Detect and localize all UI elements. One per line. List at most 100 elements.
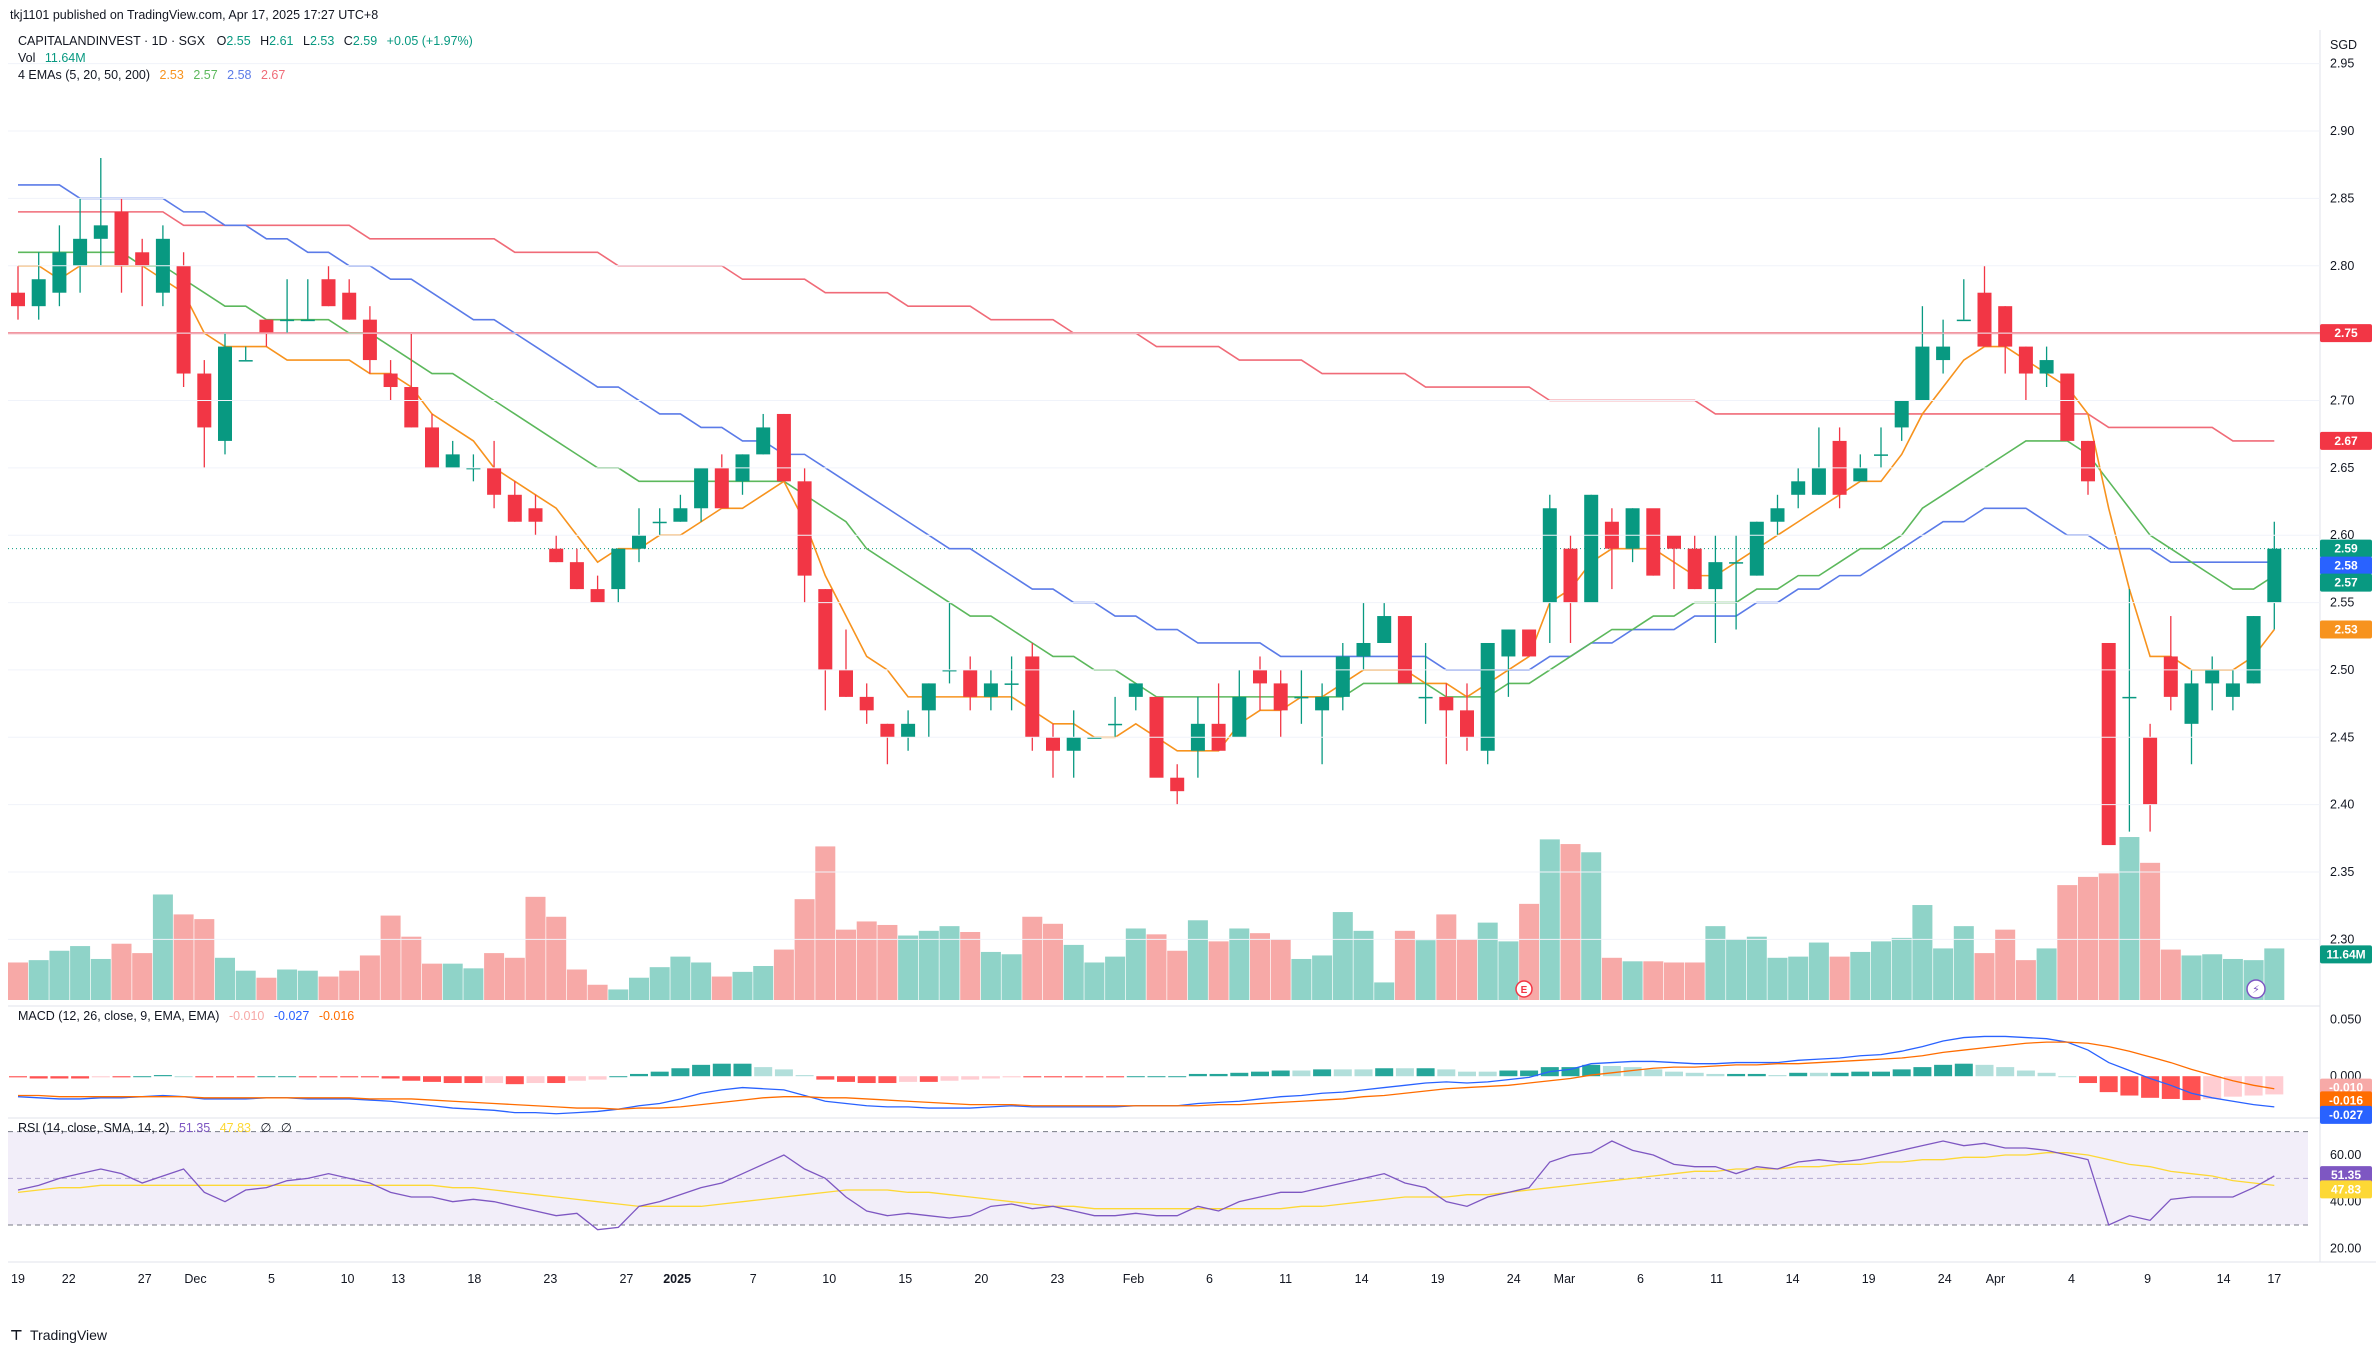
volume-bar: [960, 932, 981, 1000]
candle: [1915, 306, 1930, 401]
rsi-ma-badge: 47.83: [2331, 1182, 2361, 1196]
time-tick-label: 11: [1710, 1272, 1723, 1286]
volume-bar: [1374, 982, 1395, 1000]
candle-body: [93, 225, 108, 239]
time-tick-label: 19: [11, 1272, 25, 1286]
legend-rsi-band-lower: ∅: [281, 1121, 292, 1135]
candle: [197, 360, 212, 468]
macd-histogram-bar: [9, 1076, 27, 1078]
macd-histogram-bar: [1934, 1064, 1953, 1077]
volume-bar: [256, 977, 277, 1000]
volume-bar: [380, 915, 401, 1000]
candle: [859, 683, 874, 724]
candle-body: [1025, 656, 1040, 738]
currency-label[interactable]: SGD: [2330, 38, 2357, 52]
candle: [1315, 683, 1330, 765]
price-tick-label: 2.70: [2330, 393, 2354, 407]
candle: [694, 467, 709, 522]
volume-bar: [1974, 953, 1995, 1000]
candle: [1087, 737, 1102, 739]
volume-bar: [670, 956, 691, 1000]
volume-bar: [1995, 929, 2016, 1000]
macd-histogram-bar: [1706, 1073, 1725, 1077]
volume-bars: [8, 837, 2285, 1000]
legend-rsi-value: 51.35: [179, 1121, 210, 1135]
macd-histogram-bar: [1395, 1068, 1414, 1077]
legend-change: +0.05 (+1.97%): [387, 34, 473, 48]
candle: [963, 656, 978, 711]
candle: [1356, 602, 1371, 670]
macd-histogram-bar: [1271, 1070, 1290, 1077]
macd-histogram-bar: [1023, 1076, 1042, 1078]
ema200-price-badge-bg: [2320, 431, 2372, 450]
time-tick-label: 13: [391, 1272, 405, 1286]
candle-body: [1584, 494, 1599, 603]
candle-body: [1335, 656, 1350, 697]
candle: [445, 440, 460, 468]
macd-signal-badge-bg: [2320, 1091, 2372, 1110]
macd-pane: [9, 1035, 2284, 1115]
candle-body: [404, 387, 419, 428]
ema5-price-badge: 2.53: [2334, 623, 2358, 637]
volume-bar: [442, 963, 463, 1000]
ema50-price-badge-bg: [2320, 556, 2372, 575]
volume-bar: [773, 949, 794, 1000]
candle-body: [1625, 508, 1640, 549]
candle-body: [818, 589, 833, 670]
volume-bar: [1871, 941, 1891, 1000]
volume-bar: [566, 969, 587, 1000]
candle: [1936, 319, 1951, 374]
price-tick-label: 2.40: [2330, 798, 2354, 812]
candle-body: [1273, 683, 1288, 711]
candle: [176, 252, 191, 388]
dividend-marker[interactable]: ⚡: [2246, 979, 2266, 999]
volume-bar: [173, 914, 194, 1000]
candle: [1128, 683, 1143, 711]
earnings-marker[interactable]: E: [1515, 980, 1533, 998]
candle-body: [2039, 360, 2054, 374]
rsi-tick-label: 60.00: [2330, 1148, 2361, 1162]
candle: [942, 602, 957, 684]
candle: [1646, 508, 1661, 576]
volume-bar: [2140, 862, 2161, 1000]
candle: [280, 279, 295, 334]
volume-bar: [1581, 852, 1602, 1000]
macd-histogram-bar: [2079, 1076, 2097, 1084]
legend-h-label: H: [260, 34, 269, 48]
candle-body: [383, 373, 398, 388]
volume-bar: [1167, 950, 1188, 1000]
macd-tick-label: 0.050: [2330, 1012, 2361, 1026]
macd-histogram-bar: [1147, 1076, 1166, 1078]
ema20-price-badge-bg: [2320, 573, 2372, 592]
macd-histogram-bar: [1872, 1071, 1890, 1077]
macd-histogram-bar: [630, 1073, 648, 1077]
candle: [652, 508, 667, 536]
macd-histogram-bar: [298, 1076, 317, 1078]
resistance-price-badge-bg: [2320, 324, 2372, 343]
macd-histogram-bar: [464, 1076, 483, 1084]
macd-histogram-bar: [1623, 1067, 1642, 1077]
volume-bar: [1105, 956, 1126, 1000]
candle-body: [1811, 467, 1826, 495]
legend-vol-value: 11.64M: [45, 51, 86, 65]
candle-body: [1170, 777, 1185, 792]
volume-bar: [732, 971, 753, 1000]
macd-line-badge: -0.027: [2329, 1108, 2363, 1122]
candle-body: [2101, 642, 2116, 846]
candle-body: [1749, 521, 1764, 576]
volume-bar: [1746, 936, 1767, 1000]
macd-histogram-bar: [1375, 1068, 1394, 1077]
volume-bar: [629, 977, 649, 1000]
candle-body: [776, 413, 791, 482]
time-tick-label: Feb: [1123, 1272, 1145, 1286]
macd-histogram-bar: [1499, 1070, 1518, 1077]
time-tick-label: 20: [974, 1272, 988, 1286]
volume-bar: [2264, 948, 2285, 1000]
candle: [549, 535, 564, 563]
macd-histogram-bar: [774, 1069, 793, 1077]
volume-bar: [898, 935, 919, 1000]
macd-histogram-bar: [2161, 1076, 2180, 1099]
candle-body: [321, 279, 336, 307]
candle-body: [714, 467, 729, 509]
time-tick-label: 19: [1862, 1272, 1876, 1286]
